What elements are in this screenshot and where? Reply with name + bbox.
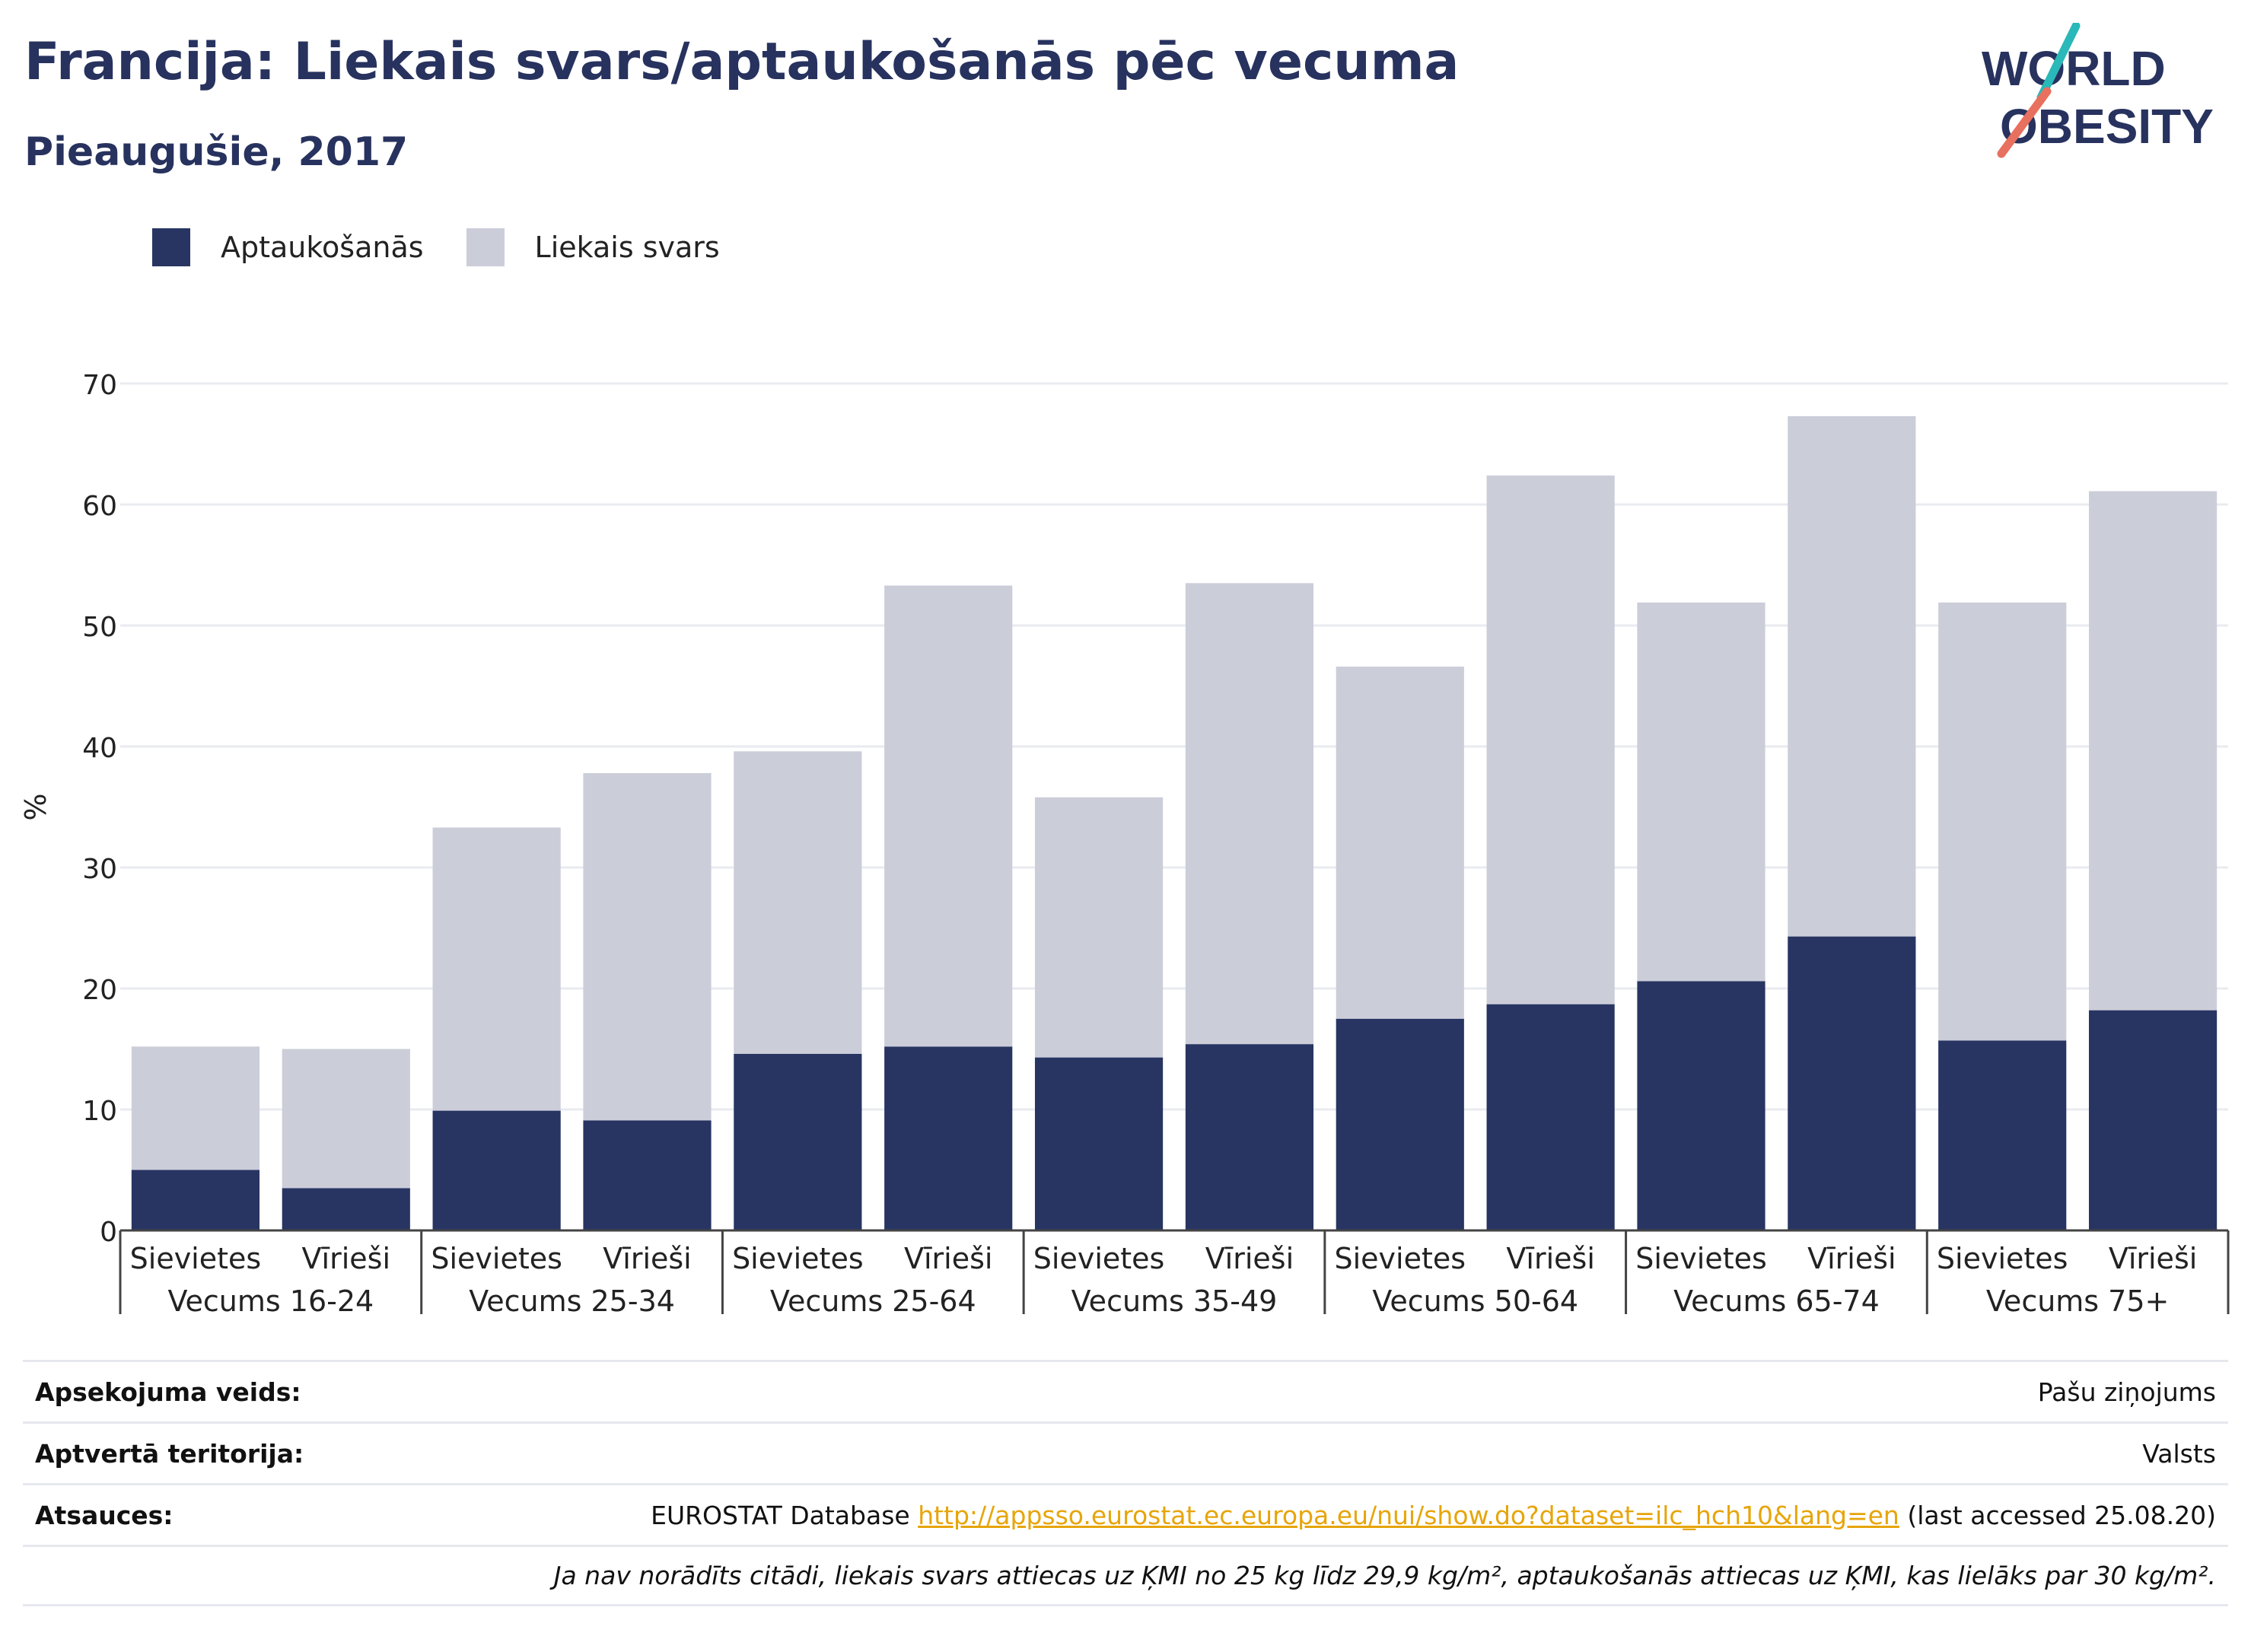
bar-overweight (2088, 491, 2218, 1011)
x-tick-label: Vīrieši (302, 1242, 390, 1275)
bar-overweight (734, 751, 862, 1054)
y-tick-label: 30 (82, 854, 117, 885)
y-tick-label: 70 (82, 370, 117, 401)
chart-footer: Apsekojuma veids: Pašu ziņojums Aptvertā… (23, 1360, 2228, 1606)
x-tick-label: Sievietes (431, 1242, 562, 1275)
bar-overweight (1788, 415, 1916, 937)
references-label: Atsauces: (35, 1500, 174, 1530)
bar-overweight (131, 1046, 260, 1170)
bar-overweight (432, 827, 561, 1111)
bar-obesity (1185, 1044, 1314, 1230)
x-tick-label: Vīrieši (2109, 1242, 2197, 1275)
stacked-bar-chart: 0 10 20 30 40 50 60 70% Sievietes Vīrieši Sieviete… (19, 370, 2230, 1318)
group-label: Vecums 35-49 (1071, 1284, 1278, 1318)
bar-overweight (1034, 797, 1164, 1058)
x-tick-label: Sievietes (1937, 1242, 2068, 1275)
bar-overweight (1938, 602, 2067, 1041)
bar-obesity (1938, 1040, 2067, 1230)
legend-label-obesity: Aptaukošanās (221, 231, 424, 264)
bar-obesity (884, 1046, 1013, 1230)
y-tick-label: 40 (82, 733, 117, 764)
bar-obesity (131, 1170, 260, 1230)
x-tick-label: Vīrieši (904, 1242, 992, 1275)
logo-line1: WORLD (1982, 41, 2166, 96)
survey-value: Pašu ziņojums (2037, 1377, 2216, 1407)
survey-label: Apsekojuma veids: (35, 1377, 301, 1407)
bar-obesity (432, 1110, 561, 1230)
page-subtitle: Pieaugušie, 2017 (24, 129, 409, 175)
y-tick-label: 20 (82, 975, 117, 1006)
bar-obesity (1336, 1018, 1464, 1230)
y-tick-label: 60 (82, 491, 117, 522)
group-label: Vecums 25-64 (770, 1284, 976, 1318)
logo-slash-red (1997, 87, 2052, 158)
territory-value: Valsts (2142, 1438, 2216, 1469)
x-tick-label: Vīrieši (603, 1242, 691, 1275)
bar-overweight (583, 772, 712, 1121)
y-tick-label: 50 (82, 612, 117, 643)
legend-item-overweight: Liekais svars (466, 228, 720, 266)
x-tick-label: Sievietes (1335, 1242, 1466, 1275)
legend-item-obesity: Aptaukošanās (152, 228, 424, 266)
legend-swatch-overweight (466, 228, 505, 266)
group-label: Vecums 16-24 (167, 1284, 374, 1318)
x-tick-label: Vīrieši (1807, 1242, 1896, 1275)
references-prefix: EUROSTAT Database (651, 1500, 919, 1530)
legend-swatch-obesity (152, 228, 190, 266)
x-tick-label: Sievietes (1033, 1242, 1165, 1275)
bar-obesity (1637, 981, 1765, 1230)
y-tick-label: 0 (100, 1217, 117, 1248)
group-label: Vecums 75+ (1986, 1284, 2170, 1318)
group-label: Vecums 25-34 (469, 1284, 675, 1318)
bar-obesity (1486, 1004, 1615, 1230)
world-obesity-logo: WORLD OBESITY (1982, 23, 2214, 158)
chart-legend: Aptaukošanās Liekais svars (152, 224, 763, 270)
bar-overweight (1336, 667, 1464, 1019)
bar-obesity (1788, 936, 1916, 1230)
references-value: EUROSTAT Database http://appsso.eurostat… (651, 1501, 2216, 1530)
y-axis-label: % (19, 793, 53, 820)
x-tick-label: Sievietes (732, 1242, 864, 1275)
bar-overweight (884, 585, 1013, 1047)
x-tick-label: Sievietes (1635, 1242, 1767, 1275)
legend-label-overweight: Liekais svars (534, 231, 720, 264)
bar-overweight (1637, 602, 1765, 982)
footer-row-note: Ja nav norādīts citādi, liekais svars at… (23, 1545, 2228, 1606)
group-label: Vecums 65-74 (1673, 1284, 1880, 1318)
bar-overweight (1486, 475, 1615, 1004)
territory-label: Aptvertā teritorija: (35, 1438, 304, 1469)
footer-row-references: Atsauces: EUROSTAT Database http://appss… (23, 1483, 2228, 1545)
eurostat-link[interactable]: http://appsso.eurostat.ec.europa.eu/nui/… (918, 1500, 1899, 1530)
bar-overweight (282, 1049, 410, 1189)
bar-obesity (282, 1188, 410, 1230)
y-tick-label: 10 (82, 1096, 117, 1127)
footer-row-territory: Aptvertā teritorija: Valsts (23, 1421, 2228, 1483)
references-suffix: (last accessed 25.08.20) (1899, 1500, 2216, 1530)
page-title: Francija: Liekais svars/aptaukošanās pēc… (24, 32, 1460, 92)
definition-note: Ja nav norādīts citādi, liekais svars at… (553, 1561, 2216, 1590)
bar-overweight (1185, 583, 1314, 1045)
bar-obesity (583, 1120, 712, 1230)
group-label: Vecums 50-64 (1372, 1284, 1578, 1318)
logo-slash-teal (2036, 23, 2081, 102)
bar-obesity (2088, 1010, 2218, 1230)
x-tick-label: Vīrieši (1506, 1242, 1594, 1275)
bar-obesity (734, 1053, 862, 1230)
bar-obesity (1034, 1057, 1164, 1230)
x-tick-label: Sievietes (130, 1242, 262, 1275)
footer-row-survey: Apsekojuma veids: Pašu ziņojums (23, 1360, 2228, 1421)
x-tick-label: Vīrieši (1205, 1242, 1294, 1275)
